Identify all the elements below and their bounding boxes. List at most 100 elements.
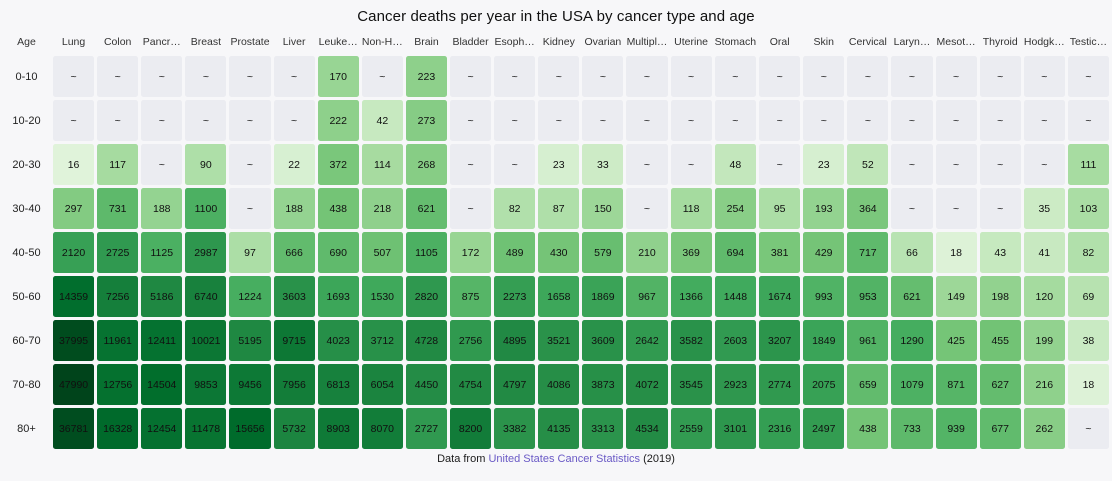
heatmap-cell: 15656: [229, 408, 271, 449]
column-header: Kidney: [542, 35, 575, 48]
heatmap-cell: 4023: [317, 320, 359, 361]
heatmap-cell: ~: [185, 56, 227, 97]
heatmap-cell: ~: [626, 100, 668, 141]
row-label: 80+: [17, 422, 36, 435]
heatmap-cell: 967: [626, 276, 668, 317]
heatmap-cell: 4534: [626, 408, 668, 449]
heatmap-cell: 199: [1023, 320, 1065, 361]
heatmap-cell: 694: [714, 232, 757, 273]
heatmap-cell: ~: [229, 56, 271, 97]
heatmap-cell: 38: [1067, 320, 1109, 361]
heatmap-cell: ~: [891, 100, 933, 141]
heatmap-cell: 193: [803, 188, 845, 229]
heatmap-cell: 23: [538, 144, 580, 185]
heatmap-cell: 14504: [141, 364, 183, 405]
heatmap-cell: 666: [273, 232, 315, 273]
heatmap-cell: ~: [670, 56, 712, 97]
heatmap-cell: ~: [979, 100, 1021, 141]
column-header: Bladder: [452, 35, 489, 48]
heatmap-cell: 12411: [141, 320, 183, 361]
heatmap-cell: 12756: [97, 364, 139, 405]
heatmap-cell: 364: [847, 188, 889, 229]
heatmap-cell: 1079: [891, 364, 933, 405]
heatmap-cell: ~: [450, 100, 492, 141]
column-header: Oral: [769, 35, 790, 48]
heatmap-cell: 2120: [53, 232, 95, 273]
heatmap-cell: ~: [759, 56, 801, 97]
heatmap-cell: ~: [273, 100, 315, 141]
heatmap-cell: 1674: [759, 276, 801, 317]
heatmap-cell: 95: [759, 188, 801, 229]
heatmap-cell: 3603: [273, 276, 315, 317]
heatmap-cell: ~: [229, 100, 271, 141]
heatmap-cell: 2727: [405, 408, 447, 449]
heatmap-cell: 210: [626, 232, 668, 273]
heatmap-cell: 97: [229, 232, 271, 273]
heatmap-cell: ~: [494, 144, 536, 185]
heatmap-cell: 871: [935, 364, 977, 405]
heatmap-cell: ~: [626, 144, 668, 185]
heatmap-cell: ~: [185, 100, 227, 141]
heatmap-cell: 3207: [759, 320, 801, 361]
heatmap-cell: ~: [97, 100, 139, 141]
heatmap-cell: 69: [1067, 276, 1109, 317]
heatmap-cell: 717: [847, 232, 889, 273]
column-header: Colon: [103, 35, 132, 48]
heatmap-cell: 254: [714, 188, 757, 229]
heatmap-cell: 3712: [361, 320, 403, 361]
heatmap-cell: 2820: [405, 276, 447, 317]
heatmap-cell: ~: [582, 56, 624, 97]
heatmap-cell: ~: [891, 56, 933, 97]
heatmap-cell: 90: [185, 144, 227, 185]
heatmap-cell: 188: [141, 188, 183, 229]
heatmap-cell: 1849: [803, 320, 845, 361]
heatmap-cell: 120: [1023, 276, 1065, 317]
row-label: 20-30: [12, 158, 41, 171]
heatmap-cell: 677: [979, 408, 1021, 449]
heatmap-cell: 223: [405, 56, 447, 97]
heatmap-cell: 5186: [141, 276, 183, 317]
heatmap-cell: ~: [450, 144, 492, 185]
heatmap-cell: 82: [494, 188, 536, 229]
heatmap-cell: 6740: [185, 276, 227, 317]
heatmap-cell: 37995: [53, 320, 95, 361]
heatmap-cell: ~: [273, 56, 315, 97]
heatmap-cell: 222: [317, 100, 359, 141]
heatmap-cell: 3382: [494, 408, 536, 449]
heatmap-cell: 2497: [803, 408, 845, 449]
heatmap-cell: ~: [53, 56, 95, 97]
heatmap-cell: ~: [361, 56, 403, 97]
heatmap-cell: 48: [714, 144, 757, 185]
heatmap-cell: 953: [847, 276, 889, 317]
column-header: Brain: [414, 35, 439, 48]
heatmap-cell: 23: [803, 144, 845, 185]
heatmap-cell: ~: [538, 56, 580, 97]
row-label: 50-60: [12, 290, 41, 303]
source-link[interactable]: United States Cancer Statistics: [488, 453, 641, 465]
heatmap-cell: ~: [1023, 100, 1065, 141]
heatmap-cell: 4135: [538, 408, 580, 449]
heatmap-cell: ~: [141, 144, 183, 185]
heatmap-cell: 3521: [538, 320, 580, 361]
heatmap-cell: 216: [1023, 364, 1065, 405]
heatmap-cell: 103: [1067, 188, 1109, 229]
heatmap-cell: 425: [935, 320, 977, 361]
heatmap-cell: ~: [1023, 56, 1065, 97]
heatmap-cell: ~: [759, 100, 801, 141]
heatmap-cell: 43: [979, 232, 1021, 273]
heatmap-cell: 627: [979, 364, 1021, 405]
heatmap-cell: 117: [97, 144, 139, 185]
heatmap-cell: ~: [714, 56, 757, 97]
column-header: Cervical: [848, 35, 887, 48]
heatmap-cell: ~: [891, 144, 933, 185]
heatmap-cell: 262: [1023, 408, 1065, 449]
heatmap-cell: 369: [670, 232, 712, 273]
column-header: Non-H…: [361, 35, 403, 48]
heatmap-cell: 5732: [273, 408, 315, 449]
heatmap-cell: ~: [53, 100, 95, 141]
heatmap-cell: 1290: [891, 320, 933, 361]
heatmap-cell: 4895: [494, 320, 536, 361]
heatmap-cell: ~: [891, 188, 933, 229]
heatmap-cell: 4728: [405, 320, 447, 361]
heatmap-cell: 33: [582, 144, 624, 185]
